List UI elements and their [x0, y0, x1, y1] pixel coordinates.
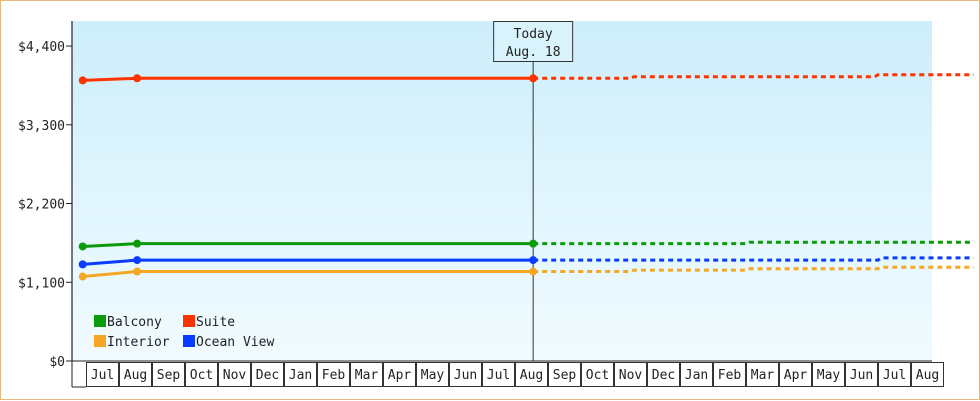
plot-background	[72, 21, 932, 361]
balcony-point[interactable]	[529, 239, 538, 248]
month-box	[515, 362, 548, 387]
month-box	[482, 362, 515, 387]
interior-legend-swatch	[94, 335, 106, 347]
month-box	[218, 362, 251, 387]
month-box	[746, 362, 779, 387]
month-box	[350, 362, 383, 387]
month-label: Feb	[322, 368, 346, 383]
ocean-view-point[interactable]	[133, 256, 142, 265]
month-label: Apr	[388, 368, 412, 383]
month-box	[911, 362, 944, 387]
today-date: Aug. 18	[506, 45, 561, 60]
today-marker: Today Aug. 18	[493, 21, 574, 361]
month-box	[317, 362, 350, 387]
month-label: Feb	[718, 368, 742, 383]
month-box	[185, 362, 218, 387]
month-axis: Jul Aug Sep Oct Nov Dec Jan Feb Mar Apr May Jun Jul A…	[71, 361, 944, 388]
month-label: Jun	[454, 368, 477, 383]
month-label: Aug	[916, 368, 939, 383]
month-label: Jan	[685, 368, 708, 383]
ocean-view-point[interactable]	[529, 256, 538, 265]
month-label: Sep	[157, 368, 181, 383]
month-box	[152, 362, 185, 387]
y-tick-label: $4,400	[18, 40, 65, 55]
balcony-point[interactable]	[133, 239, 142, 248]
ocean-view-legend-label: Ocean View	[196, 335, 274, 350]
ocean-view-point[interactable]	[78, 260, 87, 269]
month-label: Dec	[256, 368, 279, 383]
month-box	[614, 362, 647, 387]
y-axis: $0 $1,100 $2,200 $3,300 $4,400	[18, 21, 932, 370]
month-box	[812, 362, 845, 387]
y-tick-label: $2,200	[18, 198, 65, 213]
month-label: Aug	[124, 368, 147, 383]
month-label: Mar	[751, 368, 775, 383]
month-box	[779, 362, 812, 387]
legend: Balcony Suite Interior Ocean View	[94, 315, 274, 350]
month-box	[251, 362, 284, 387]
month-box	[119, 362, 152, 387]
month-label: Oct	[586, 368, 609, 383]
ocean-view-legend-swatch	[183, 335, 195, 347]
month-box	[878, 362, 911, 387]
y-tick-label: $0	[49, 355, 65, 370]
month-label: Jul	[883, 368, 906, 383]
suite-point[interactable]	[133, 74, 142, 83]
y-tick-label: $1,100	[18, 276, 65, 291]
interior-point[interactable]	[529, 267, 538, 276]
suite-forecast-line	[533, 73, 974, 80]
month-label: Jul	[487, 368, 510, 383]
interior-legend-label: Interior	[107, 335, 170, 350]
month-label: May	[817, 368, 841, 383]
balcony-legend-label: Balcony	[107, 315, 162, 330]
month-box	[713, 362, 746, 387]
suite-legend-label: Suite	[196, 315, 235, 330]
month-label: Sep	[553, 368, 577, 383]
ocean-view-forecast-line	[533, 256, 974, 262]
today-label: Today	[514, 27, 553, 42]
month-box	[581, 362, 614, 387]
month-box	[86, 362, 119, 387]
month-box	[449, 362, 482, 387]
month-label: May	[421, 368, 445, 383]
month-label: Apr	[784, 368, 808, 383]
balcony-forecast-line	[533, 240, 974, 246]
month-box	[680, 362, 713, 387]
balcony-legend-swatch	[94, 315, 106, 327]
suite-point[interactable]	[78, 76, 87, 85]
y-tick-label: $3,300	[18, 119, 65, 134]
interior-point[interactable]	[133, 267, 142, 276]
month-box	[647, 362, 680, 387]
month-label: Mar	[355, 368, 379, 383]
interior-point[interactable]	[78, 272, 87, 281]
month-label: Nov	[223, 368, 247, 383]
suite-point[interactable]	[529, 74, 538, 83]
suite-legend-swatch	[183, 315, 195, 327]
today-callout	[493, 21, 574, 62]
series-lines	[78, 73, 974, 281]
month-box	[416, 362, 449, 387]
month-label: Nov	[619, 368, 643, 383]
balcony-point[interactable]	[78, 242, 87, 251]
month-box	[548, 362, 581, 387]
month-box	[845, 362, 878, 387]
month-label: Oct	[190, 368, 213, 383]
month-box	[383, 362, 416, 387]
month-label: Aug	[520, 368, 543, 383]
month-box	[284, 362, 317, 387]
month-label: Jul	[91, 368, 114, 383]
month-label: Jan	[289, 368, 312, 383]
month-label: Dec	[652, 368, 675, 383]
month-label: Jun	[850, 368, 873, 383]
